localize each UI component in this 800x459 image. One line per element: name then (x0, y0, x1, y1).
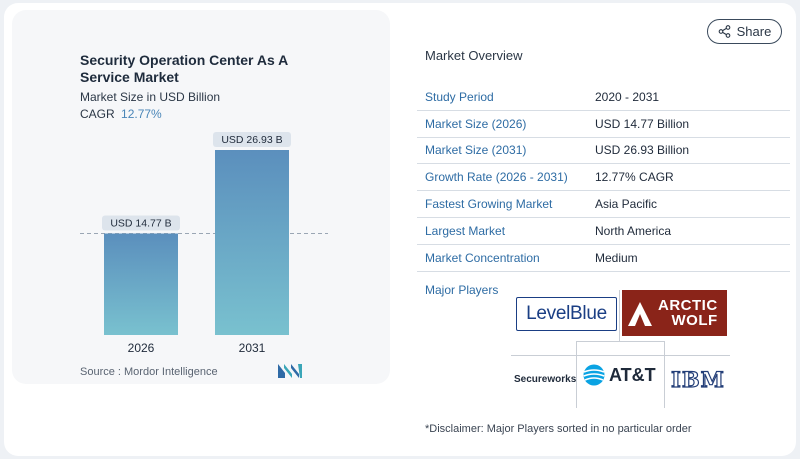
chart-title: Security Operation Center As A Service M… (80, 52, 288, 85)
levelblue-logo: LevelBl ue (516, 297, 617, 331)
logo-grid-divider (619, 290, 620, 341)
secureworks-logo: Secureworks (514, 374, 577, 385)
overview-row: Market Size (2026) USD 14.77 Billion (417, 111, 790, 138)
cagr-label: CAGR (80, 107, 115, 121)
overview-row: Market Size (2031) USD 26.93 Billion (417, 138, 790, 165)
share-icon (718, 25, 730, 38)
mordor-intelligence-logo (278, 364, 302, 378)
overview-row: Fastest Growing Market Asia Pacific (417, 191, 790, 218)
value-label-box (213, 132, 291, 147)
x-tick-label: 2026 (128, 341, 155, 355)
value-label: USD 26.93 B (221, 134, 282, 146)
overview-row: Market Concentration Medium (417, 245, 790, 272)
arctic-wolf-logo: ARCTIC WOLF (622, 290, 727, 336)
overview-row-key: Largest Market (425, 223, 506, 238)
overview-row-key: Market Size (2026) (425, 116, 527, 131)
overview-row-key: Market Concentration (425, 250, 540, 265)
cagr-line: CAGR 12.77% (80, 107, 162, 121)
overview-row-key: Market Size (2031) (425, 143, 527, 158)
wolf-mountain-icon (628, 302, 652, 326)
overview-title: Market Overview (425, 48, 523, 63)
chart-card (12, 10, 390, 384)
logo-grid-divider (576, 341, 577, 408)
bar-2031 (215, 150, 289, 335)
ibm-logo: IBM (670, 366, 725, 392)
overview-row-value: 12.77% CAGR (595, 170, 674, 185)
chart-subtitle: Market Size in USD Billion (80, 90, 221, 104)
overview-row-key: Study Period (425, 89, 494, 104)
source-note: Source : Mordor Intelligence (80, 366, 218, 378)
logo-grid-divider (576, 341, 665, 342)
bar-2026 (104, 233, 178, 335)
cagr-value: 12.77% (121, 107, 162, 121)
att-globe-icon (583, 364, 605, 386)
logo-grid-divider (511, 355, 730, 356)
overview-table: Study Period 2020 - 2031 Market Size (2026… (417, 84, 790, 272)
overview-row: Growth Rate (2026 - 2031) 12.77% CAGR (417, 164, 790, 192)
overview-row-value: USD 26.93 Billion (595, 143, 690, 158)
att-logo: AT&T (583, 364, 656, 386)
share-label: Share (736, 24, 772, 39)
logo-grid-divider (664, 341, 665, 408)
overview-row-value: North America (595, 223, 672, 238)
share-button[interactable]: Share (707, 19, 782, 44)
value-label-box (102, 215, 180, 231)
overview-row-value: Medium (595, 250, 638, 265)
major-players-label: Major Players (425, 283, 499, 297)
value-label: USD 14.77 B (110, 218, 171, 230)
overview-row-value: Asia Pacific (595, 197, 658, 212)
disclaimer: *Disclaimer: Major Players sorted in no … (425, 423, 692, 435)
overview-row-key: Fastest Growing Market (425, 197, 553, 212)
overview-row-key: Growth Rate (2026 - 2031) (425, 170, 568, 185)
bar-chart: USD 14.77 B 2026 USD 26.93 B 2031 (80, 132, 328, 355)
x-tick-label: 2031 (239, 341, 266, 355)
overview-row: Study Period 2020 - 2031 (417, 84, 790, 111)
overview-row-value: 2020 - 2031 (595, 89, 660, 104)
overview-row: Largest Market North America (417, 218, 790, 245)
overview-row-value: USD 14.77 Billion (595, 116, 690, 131)
